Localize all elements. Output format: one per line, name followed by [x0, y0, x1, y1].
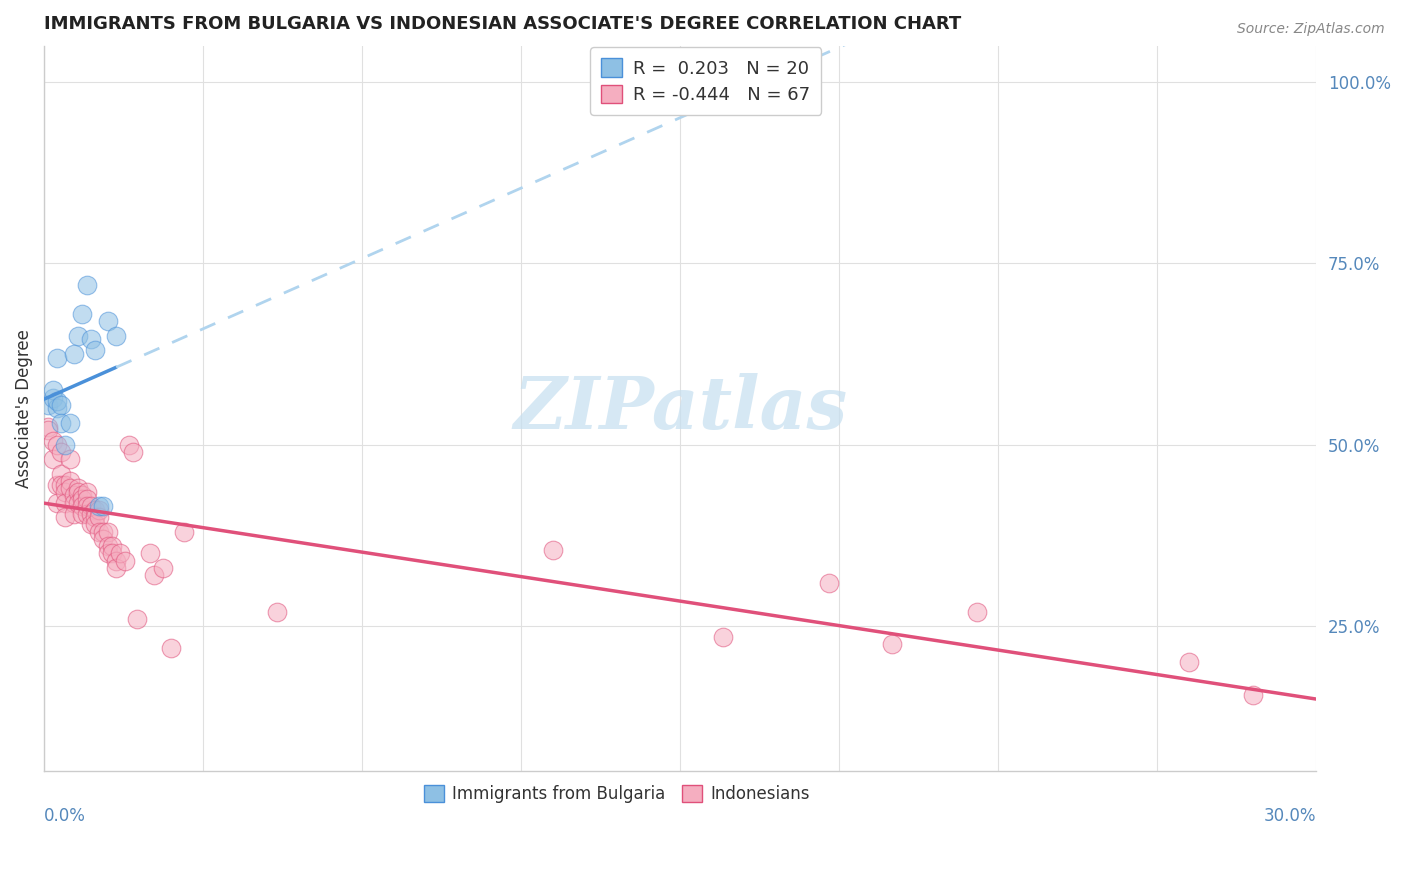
Point	[41, 391, 63, 405]
Point	[67, 496, 90, 510]
Point	[817, 575, 839, 590]
Point	[110, 547, 132, 561]
Point	[76, 492, 98, 507]
Point	[72, 488, 94, 502]
Point	[49, 416, 72, 430]
Point	[76, 507, 98, 521]
Point	[118, 438, 141, 452]
Point	[1178, 656, 1201, 670]
Point	[62, 507, 84, 521]
Text: 0.0%: 0.0%	[44, 807, 86, 825]
Point	[37, 419, 59, 434]
Point	[67, 481, 90, 495]
Point	[93, 524, 115, 539]
Point	[67, 484, 90, 499]
Point	[62, 347, 84, 361]
Point	[41, 384, 63, 398]
Point	[53, 477, 76, 491]
Point	[58, 481, 80, 495]
Point	[89, 524, 111, 539]
Point	[101, 539, 124, 553]
Point	[49, 477, 72, 491]
Y-axis label: Associate's Degree: Associate's Degree	[15, 329, 32, 488]
Point	[160, 640, 183, 655]
Point	[97, 524, 120, 539]
Point	[541, 542, 564, 557]
Point	[89, 503, 111, 517]
Point	[49, 398, 72, 412]
Point	[84, 503, 107, 517]
Point	[89, 500, 111, 514]
Point	[45, 438, 67, 452]
Point	[97, 539, 120, 553]
Point	[80, 517, 103, 532]
Point	[93, 532, 115, 546]
Point	[882, 637, 904, 651]
Point	[45, 351, 67, 365]
Point	[1241, 688, 1264, 702]
Point	[266, 605, 288, 619]
Point	[105, 561, 128, 575]
Text: Source: ZipAtlas.com: Source: ZipAtlas.com	[1237, 22, 1385, 37]
Point	[72, 500, 94, 514]
Point	[89, 510, 111, 524]
Point	[58, 474, 80, 488]
Point	[84, 510, 107, 524]
Point	[84, 343, 107, 358]
Legend: Immigrants from Bulgaria, Indonesians: Immigrants from Bulgaria, Indonesians	[416, 779, 817, 810]
Point	[97, 314, 120, 328]
Point	[53, 496, 76, 510]
Point	[97, 547, 120, 561]
Text: 30.0%: 30.0%	[1264, 807, 1316, 825]
Point	[127, 612, 149, 626]
Point	[53, 510, 76, 524]
Point	[72, 492, 94, 507]
Text: IMMIGRANTS FROM BULGARIA VS INDONESIAN ASSOCIATE'S DEGREE CORRELATION CHART: IMMIGRANTS FROM BULGARIA VS INDONESIAN A…	[44, 15, 962, 33]
Point	[122, 445, 145, 459]
Point	[67, 329, 90, 343]
Point	[49, 445, 72, 459]
Point	[53, 484, 76, 499]
Point	[76, 484, 98, 499]
Point	[62, 496, 84, 510]
Point	[152, 561, 174, 575]
Point	[80, 333, 103, 347]
Point	[62, 488, 84, 502]
Point	[711, 630, 734, 644]
Point	[84, 517, 107, 532]
Point	[966, 605, 988, 619]
Text: ZIPatlas: ZIPatlas	[513, 373, 848, 444]
Point	[45, 477, 67, 491]
Point	[72, 507, 94, 521]
Point	[93, 500, 115, 514]
Point	[41, 452, 63, 467]
Point	[143, 568, 166, 582]
Point	[105, 329, 128, 343]
Point	[105, 554, 128, 568]
Point	[45, 496, 67, 510]
Point	[37, 398, 59, 412]
Point	[80, 500, 103, 514]
Point	[139, 547, 162, 561]
Point	[114, 554, 136, 568]
Point	[45, 394, 67, 409]
Point	[76, 278, 98, 293]
Point	[58, 416, 80, 430]
Point	[72, 307, 94, 321]
Point	[41, 434, 63, 448]
Point	[173, 524, 195, 539]
Point	[53, 438, 76, 452]
Point	[80, 507, 103, 521]
Point	[58, 452, 80, 467]
Point	[101, 547, 124, 561]
Point	[37, 423, 59, 437]
Point	[49, 467, 72, 481]
Point	[45, 401, 67, 416]
Point	[76, 500, 98, 514]
